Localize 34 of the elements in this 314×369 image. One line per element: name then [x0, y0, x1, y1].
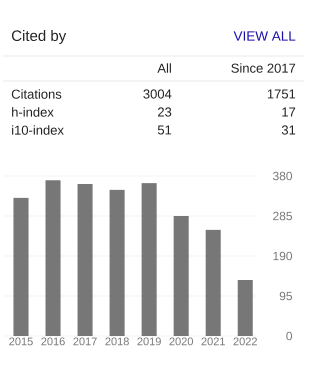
x-tick-label: 2017	[73, 338, 97, 346]
bar	[13, 198, 29, 336]
bar	[142, 183, 157, 336]
bar	[174, 216, 189, 336]
text: 23	[158, 107, 172, 117]
bar	[110, 190, 125, 336]
bar	[46, 180, 61, 336]
text: h-index	[12, 107, 54, 117]
bar	[78, 184, 93, 336]
bar	[206, 230, 221, 336]
x-tick-label: 2022	[234, 338, 257, 346]
y-tick-label: 285	[273, 212, 292, 220]
y-tick-label: 0	[286, 332, 292, 340]
text: 17	[282, 108, 296, 116]
x-tick-label: 2020	[169, 338, 193, 346]
x-tick-label: 2019	[137, 338, 161, 346]
text: 1751	[268, 89, 296, 99]
text: VIEW ALL	[234, 31, 296, 41]
text: Since 2017	[231, 63, 296, 73]
chart-title: Cited by	[12, 30, 66, 44]
text: i10-index	[12, 125, 64, 135]
text: 51	[158, 125, 172, 135]
text: 31	[282, 125, 296, 135]
y-tick-label: 95	[280, 292, 292, 300]
bar	[238, 280, 253, 336]
y-tick-label: 190	[273, 252, 292, 260]
x-tick-label: 2015	[9, 338, 33, 346]
x-tick-label: 2016	[41, 338, 65, 346]
text: All	[157, 63, 171, 73]
text: Citations	[12, 89, 62, 99]
y-tick-label: 380	[272, 172, 292, 180]
x-tick-label: 2021	[202, 338, 225, 346]
text: 3004	[143, 89, 172, 99]
x-tick-label: 2018	[105, 338, 129, 346]
